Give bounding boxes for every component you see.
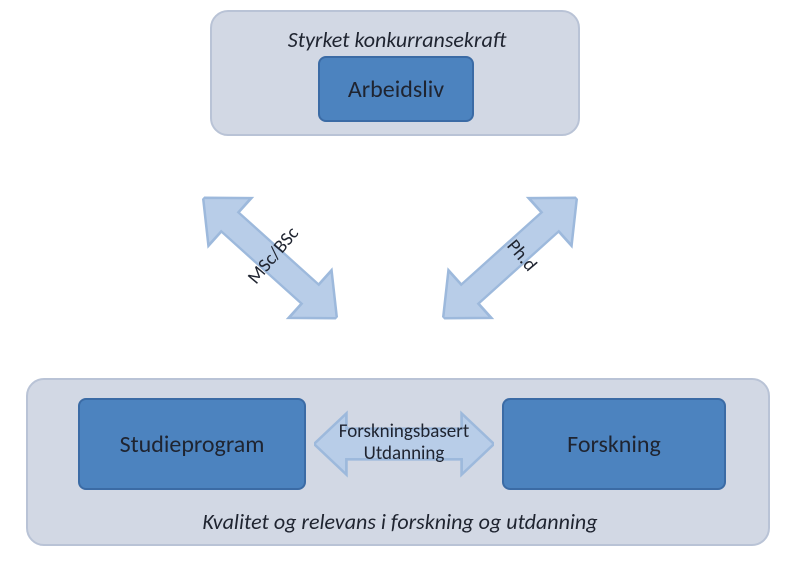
node-arbeidsliv: Arbeidsliv bbox=[318, 56, 474, 122]
node-arbeidsliv-label: Arbeidsliv bbox=[348, 75, 444, 104]
node-forskning-label: Forskning bbox=[567, 430, 661, 459]
node-forskning: Forskning bbox=[502, 398, 726, 490]
arrow-center-label-line1: Forskningsbasert bbox=[339, 420, 470, 443]
top-panel-title: Styrket konkurransekraft bbox=[212, 26, 582, 53]
bottom-panel-title: Kvalitet og relevans i forskning og utda… bbox=[28, 508, 772, 535]
arrow-center-label-line2: Utdanning bbox=[364, 442, 445, 465]
node-studieprogram-label: Studieprogram bbox=[120, 430, 265, 459]
node-studieprogram: Studieprogram bbox=[78, 398, 306, 490]
arrow-forskningsbasert-label: Forskningsbasert Utdanning bbox=[327, 421, 481, 465]
